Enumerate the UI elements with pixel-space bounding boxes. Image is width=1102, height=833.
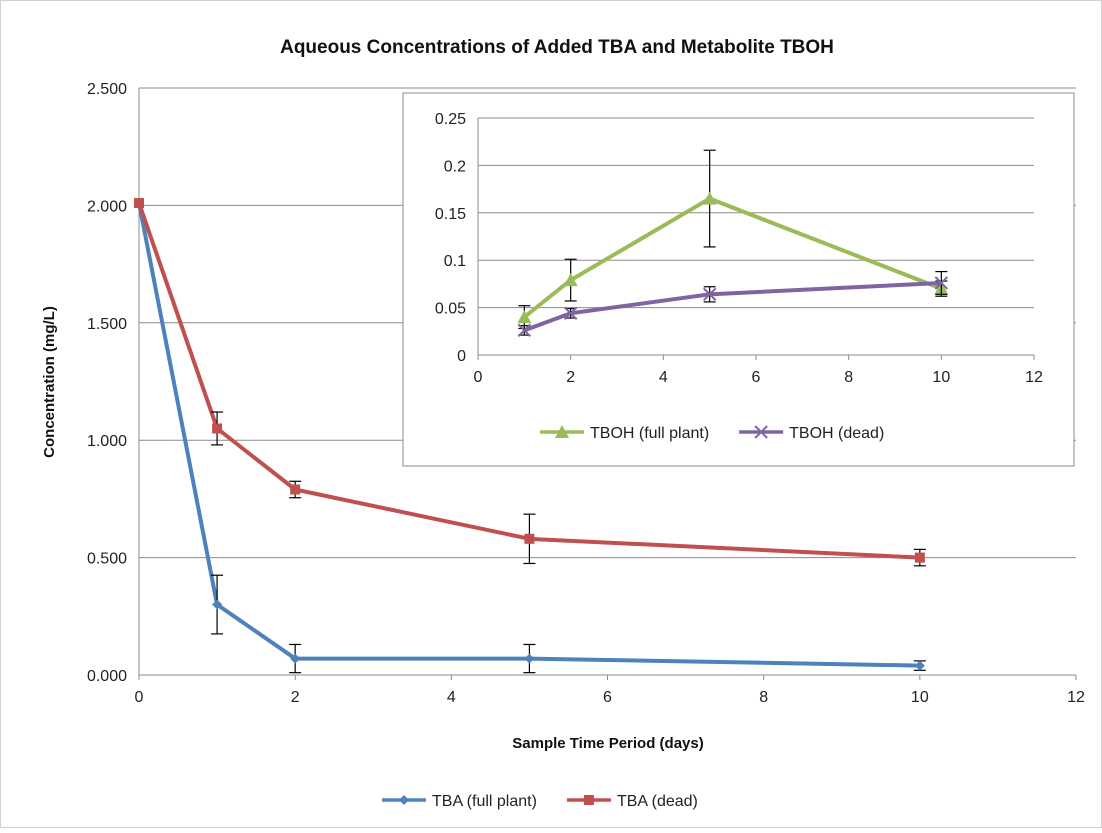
main-data-point — [212, 599, 223, 610]
main-plot: 0.000 0.500 1.000 1.500 2.000 2.500 0 2 4 6 8 10 12 T… — [87, 81, 1085, 810]
inset-x-tick-label: 8 — [844, 369, 853, 386]
inset-data-point — [517, 323, 532, 338]
inset-y-tick-label: 0 — [457, 348, 466, 365]
main-data-point — [524, 533, 535, 544]
inset-legend-label: TBOH (full plant) — [590, 425, 709, 442]
inset-data-point — [563, 273, 578, 287]
main-y-tick-label: 1.000 — [87, 433, 127, 450]
main-legend-item: TBA (dead) — [566, 793, 698, 810]
inset-y-tick-label: 0.25 — [435, 111, 466, 128]
inset-legend-label: TBOH (dead) — [789, 425, 884, 442]
main-x-tick-label: 2 — [291, 689, 300, 706]
inset-data-point — [934, 276, 949, 290]
chart-title: Aqueous Concentrations of Added TBA and … — [280, 37, 834, 58]
inset-legend-marker-stroke-b — [754, 425, 768, 439]
main-legend: TBA (full plant) TBA (dead) — [382, 793, 698, 810]
inset-y-tick-label: 0.05 — [435, 301, 466, 318]
inset-legend-marker — [555, 425, 569, 438]
main-legend-label: TBA (full plant) — [432, 793, 537, 810]
inset-series-line — [523, 196, 943, 319]
inset-x-tick-label: 6 — [752, 369, 761, 386]
main-legend-marker — [583, 795, 594, 805]
inset-data-point — [563, 306, 578, 320]
inset-legend-marker — [754, 425, 768, 439]
inset-x-tick-label: 0 — [474, 369, 483, 386]
inset-series-0 — [517, 149, 949, 330]
inset-y-tick-label: 0.2 — [444, 158, 466, 175]
main-data-point — [914, 552, 925, 563]
main-y-tick-label: 0.000 — [87, 668, 127, 685]
x-axis-title: Sample Time Period (days) — [512, 735, 703, 752]
main-x-tick-label: 8 — [759, 689, 768, 706]
inset-data-point-stroke-b — [563, 306, 578, 320]
main-y-tick-label: 2.500 — [87, 81, 127, 98]
main-legend-label: TBA (dead) — [617, 793, 698, 810]
inset-x-tick-label: 10 — [932, 369, 950, 386]
inset-data-point — [702, 287, 717, 302]
main-data-point — [212, 423, 223, 434]
main-data-point — [290, 484, 301, 495]
main-data-point — [134, 198, 144, 209]
inset-data-point — [517, 310, 532, 324]
main-x-tick-label: 4 — [447, 689, 456, 706]
inset-plot: 0 0.05 0.1 0.15 0.2 0.25 0 2 4 6 8 10 12 TBOH (full p… — [435, 111, 1043, 442]
main-data-point — [290, 653, 301, 664]
inset-x-tick-label: 12 — [1025, 369, 1043, 386]
inset-series-1 — [517, 270, 949, 338]
main-x-tick-label: 6 — [603, 689, 612, 706]
main-x-tick-label: 0 — [135, 689, 144, 706]
main-data-point — [524, 653, 535, 664]
inset-y-tick-label: 0.15 — [435, 206, 466, 223]
inset-legend-item: TBOH (full plant) — [540, 425, 709, 442]
inset-frame — [402, 92, 1075, 467]
inset-data-point-stroke-b — [702, 287, 717, 302]
main-y-tick-label: 0.500 — [87, 551, 127, 568]
main-y-tick-label: 1.500 — [87, 316, 127, 333]
main-legend-marker — [399, 795, 409, 805]
y-axis-title: Concentration (mg/L) — [41, 306, 58, 458]
inset-legend: TBOH (full plant) TBOH (dead) — [540, 425, 884, 442]
main-x-tick-label: 10 — [911, 689, 929, 706]
inset-legend-item: TBOH (dead) — [739, 425, 884, 442]
main-x-tick-label: 12 — [1067, 689, 1085, 706]
main-legend-item: TBA (full plant) — [382, 793, 537, 810]
main-y-tick-label: 2.000 — [87, 198, 127, 215]
main-series-1 — [134, 198, 926, 567]
inset-data-point-stroke-b — [517, 323, 532, 338]
main-data-point — [914, 660, 925, 671]
inset-series-line — [523, 280, 942, 333]
inset-x-tick-label: 4 — [659, 369, 668, 386]
inset-x-tick-label: 2 — [566, 369, 575, 386]
inset-data-point — [702, 191, 717, 205]
inset-y-tick-label: 0.1 — [444, 253, 466, 270]
inset-data-point-stroke-b — [934, 276, 949, 290]
